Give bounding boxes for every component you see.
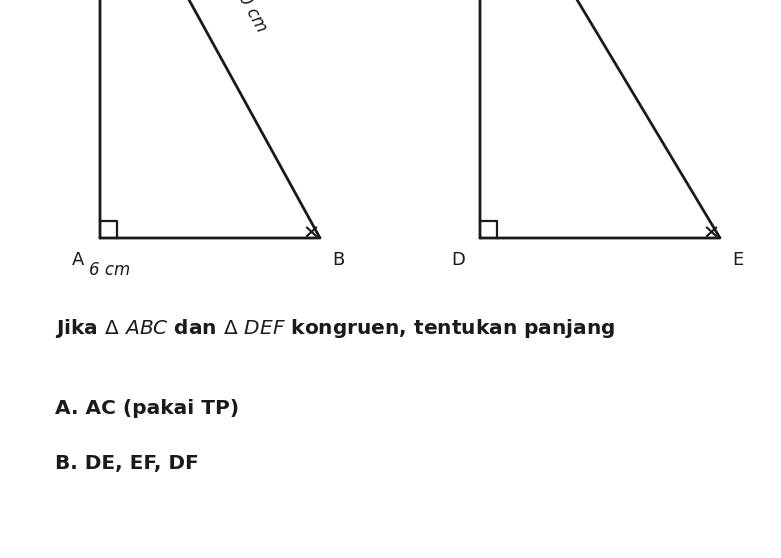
- Text: E: E: [733, 251, 744, 269]
- Text: D: D: [451, 251, 465, 269]
- Text: 6 cm: 6 cm: [89, 261, 130, 279]
- Text: A: A: [72, 251, 84, 269]
- Text: B: B: [332, 251, 344, 269]
- Text: B. DE, EF, DF: B. DE, EF, DF: [55, 454, 198, 473]
- Text: A. AC (pakai TP): A. AC (pakai TP): [55, 398, 239, 417]
- Text: Jika $\Delta$ $\mathit{ABC}$ dan $\Delta$ $\mathit{DEF}$ kongruen, tentukan panj: Jika $\Delta$ $\mathit{ABC}$ dan $\Delta…: [55, 316, 615, 339]
- Text: 10 cm: 10 cm: [230, 0, 270, 35]
